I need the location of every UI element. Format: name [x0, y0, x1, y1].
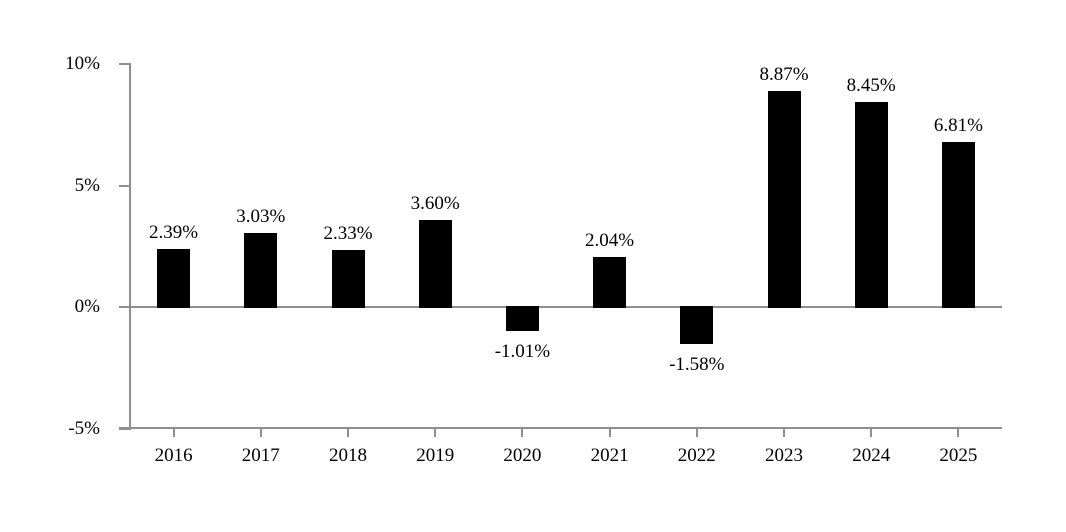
bar	[768, 91, 801, 308]
y-axis-tick-label: 5%	[74, 174, 100, 196]
bar	[419, 220, 452, 308]
x-axis-tick	[259, 429, 262, 437]
bar-value-label: 8.45%	[846, 75, 896, 96]
x-axis-category-label: 2017	[241, 445, 280, 466]
x-axis-category-label: 2023	[765, 445, 803, 466]
bar	[942, 142, 975, 308]
x-axis-tick	[870, 429, 873, 437]
bar-value-label: 8.87%	[759, 64, 809, 85]
y-axis-tick-label: 0%	[74, 296, 100, 317]
y-axis-tick-label: 10%	[65, 53, 100, 74]
bar	[855, 102, 888, 308]
bar	[680, 306, 713, 344]
bar-value-label: 2.33%	[323, 223, 373, 244]
zero-baseline	[129, 306, 1002, 308]
x-axis-category-label: 2024	[852, 445, 891, 466]
bar-value-label: 3.03%	[236, 206, 286, 227]
bar	[244, 233, 277, 308]
bar-value-label: -1.58%	[669, 354, 725, 375]
x-axis-tick	[172, 429, 175, 437]
x-axis-tick	[347, 429, 349, 437]
bar	[332, 250, 365, 308]
bar	[157, 249, 190, 308]
bar-value-label: 2.39%	[149, 222, 199, 243]
y-axis-line	[129, 63, 131, 430]
y-axis-tick	[119, 184, 130, 187]
x-axis-tick	[695, 429, 698, 437]
x-axis-tick	[521, 429, 524, 437]
bar-value-label: 6.81%	[933, 115, 983, 136]
y-axis-tick-label: -5%	[68, 417, 100, 439]
y-axis-tick	[119, 63, 130, 65]
bar	[593, 257, 626, 308]
x-axis-category-label: 2019	[416, 445, 455, 466]
x-axis-category-label: 2018	[329, 445, 367, 466]
x-axis-tick	[608, 429, 611, 437]
x-axis-tick	[783, 429, 785, 437]
x-axis-tick	[434, 429, 437, 437]
y-axis-tick	[119, 306, 130, 308]
bar-value-label: 3.60%	[410, 193, 460, 214]
x-axis-category-label: 2020	[503, 445, 542, 466]
x-axis-category-label: 2025	[939, 445, 978, 466]
bar-value-label: 2.04%	[585, 230, 635, 251]
x-axis-category-label: 2022	[677, 445, 716, 466]
bar-value-label: -1.01%	[494, 341, 551, 362]
x-axis-line	[119, 427, 1002, 429]
x-axis-category-label: 2021	[590, 445, 629, 466]
x-axis-category-label: 2016	[154, 445, 193, 466]
x-axis-tick	[957, 429, 960, 437]
bar	[506, 306, 539, 331]
